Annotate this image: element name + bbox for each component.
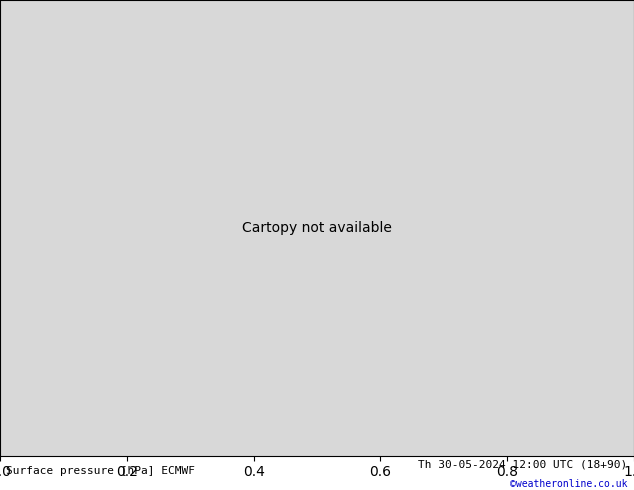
Text: ©weatheronline.co.uk: ©weatheronline.co.uk (510, 479, 628, 489)
Text: Cartopy not available: Cartopy not available (242, 221, 392, 235)
Text: Surface pressure [hPa] ECMWF: Surface pressure [hPa] ECMWF (6, 466, 195, 476)
Text: Th 30-05-2024 12:00 UTC (18+90): Th 30-05-2024 12:00 UTC (18+90) (418, 459, 628, 469)
